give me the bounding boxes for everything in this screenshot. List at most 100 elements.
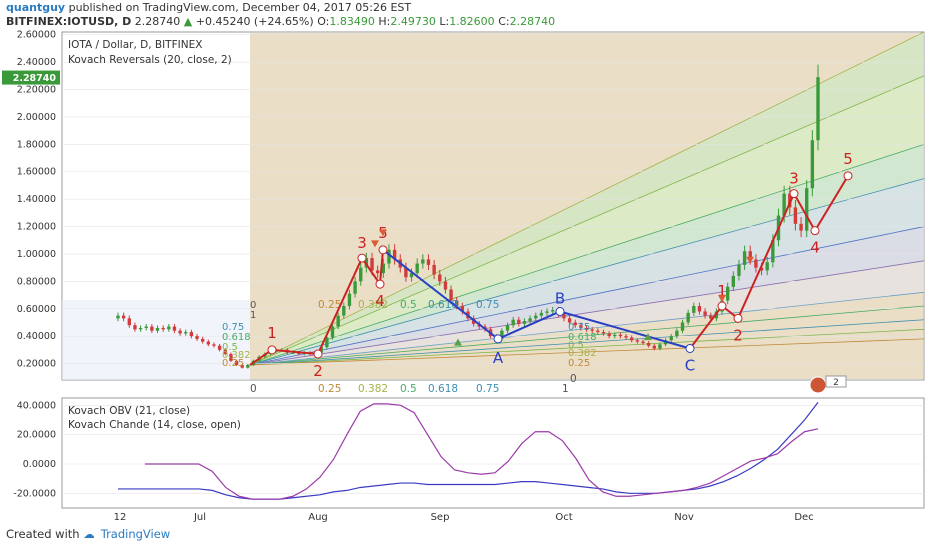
fib-label: 0.5: [400, 383, 417, 395]
open-label: O:: [317, 15, 330, 28]
wave-label: 1: [717, 282, 727, 300]
candle: [765, 262, 769, 271]
candle: [415, 263, 419, 274]
candle: [596, 330, 600, 333]
symbol-line: BITFINEX:IOTUSD, D 2.28740 ▲ +0.45240 (+…: [6, 15, 555, 28]
wave-pivot: [267, 345, 277, 355]
candle: [635, 340, 640, 342]
candle: [133, 325, 137, 330]
tradingview-logo-icon: ☁: [83, 527, 95, 541]
candle: [545, 311, 549, 313]
candle: [144, 326, 148, 328]
candle: [669, 336, 673, 341]
osc-y-tick-label: 40.0000: [17, 400, 56, 411]
candle: [511, 319, 515, 326]
candle: [375, 270, 380, 274]
candle: [432, 264, 436, 275]
candle: [731, 275, 736, 287]
fib-label: 0.382: [222, 350, 251, 361]
candle: [291, 352, 295, 354]
candle: [347, 293, 352, 307]
candle: [607, 333, 611, 337]
candle: [195, 336, 199, 339]
y-tick-label: 2.00000: [17, 112, 56, 123]
candle: [810, 140, 815, 189]
candle: [172, 326, 177, 331]
last-price: 2.28740: [134, 15, 181, 28]
fib-label: 0.75: [568, 322, 590, 333]
candle: [709, 315, 713, 319]
fib-label: 0.382: [358, 383, 388, 395]
created-with-text: Created with: [6, 527, 80, 541]
us-flag-icon: [809, 376, 827, 394]
candle: [675, 330, 679, 337]
x-tick-label: Sep: [431, 512, 450, 523]
wave-pivot: [810, 226, 820, 236]
wave-label: 3: [357, 234, 367, 252]
candle: [189, 332, 194, 337]
candle: [680, 322, 685, 331]
tradingview-brand[interactable]: TradingView: [100, 527, 171, 541]
candle: [392, 249, 397, 260]
fib-fan-line: [249, 178, 925, 366]
wave-pivot: [313, 349, 323, 359]
wave-label: C: [685, 356, 695, 374]
author-link[interactable]: quantguy: [6, 1, 66, 14]
publish-line: quantguy published on TradingView.com, D…: [6, 1, 411, 14]
candle: [296, 352, 301, 354]
candle: [816, 77, 820, 141]
wave-pivot: [378, 245, 388, 255]
fib-label: 0.25: [568, 358, 590, 369]
candle: [550, 310, 555, 312]
y-tick-label: 2.60000: [17, 30, 56, 41]
y-tick-label: 0.40000: [17, 331, 56, 342]
candle: [748, 251, 752, 260]
fib-fan-line: [249, 260, 925, 366]
footer: Created with ☁ TradingView: [6, 527, 170, 541]
fib-label: 1: [250, 310, 256, 321]
x-tick-label: Aug: [308, 512, 328, 523]
y-tick-label: 0.80000: [17, 276, 56, 287]
candle: [590, 329, 594, 331]
close-value: 2.28740: [509, 15, 556, 28]
oscillator-panel: [61, 397, 925, 509]
osc-y-tick-label: 0.0000: [23, 459, 56, 470]
candle: [200, 338, 205, 342]
candle: [646, 343, 651, 346]
fib-label: 0.618: [222, 332, 251, 343]
wave-pivot: [789, 189, 799, 199]
wave-pivot: [733, 313, 743, 323]
candle: [449, 289, 453, 301]
last-price-label: 2.28740: [13, 73, 57, 84]
fib-fan-line: [249, 226, 925, 366]
wave-pivot: [357, 253, 367, 263]
low-label: L:: [439, 15, 450, 28]
y-tick-label: 1.40000: [17, 194, 56, 205]
fib-label: 0: [570, 373, 577, 385]
candle: [613, 334, 617, 337]
wave-label: 5: [843, 150, 853, 168]
osc-title: Kovach OBV (21, close): [68, 405, 190, 417]
candle: [381, 263, 386, 274]
main-title: IOTA / Dollar, D, BITFINEX: [68, 39, 202, 51]
candle: [229, 353, 233, 361]
high-value: 2.49730: [390, 15, 436, 28]
y-tick-label: 1.60000: [17, 167, 56, 178]
reversal-down-marker: [746, 256, 754, 264]
price-change: +0.45240 (+24.65%): [195, 15, 314, 28]
candle: [799, 223, 803, 231]
candle: [319, 347, 323, 353]
reversal-down-marker: [371, 240, 379, 248]
candle: [421, 259, 425, 264]
fib-label: 0.382: [568, 348, 597, 359]
candle: [618, 334, 623, 337]
osc-y-tick-label: 20.0000: [17, 430, 56, 441]
candle: [138, 327, 143, 330]
candle: [759, 267, 764, 271]
wave-label: B: [555, 289, 565, 307]
candle: [116, 315, 120, 319]
candle: [742, 251, 747, 265]
candle: [500, 330, 504, 339]
x-tick-label: Nov: [674, 512, 694, 523]
